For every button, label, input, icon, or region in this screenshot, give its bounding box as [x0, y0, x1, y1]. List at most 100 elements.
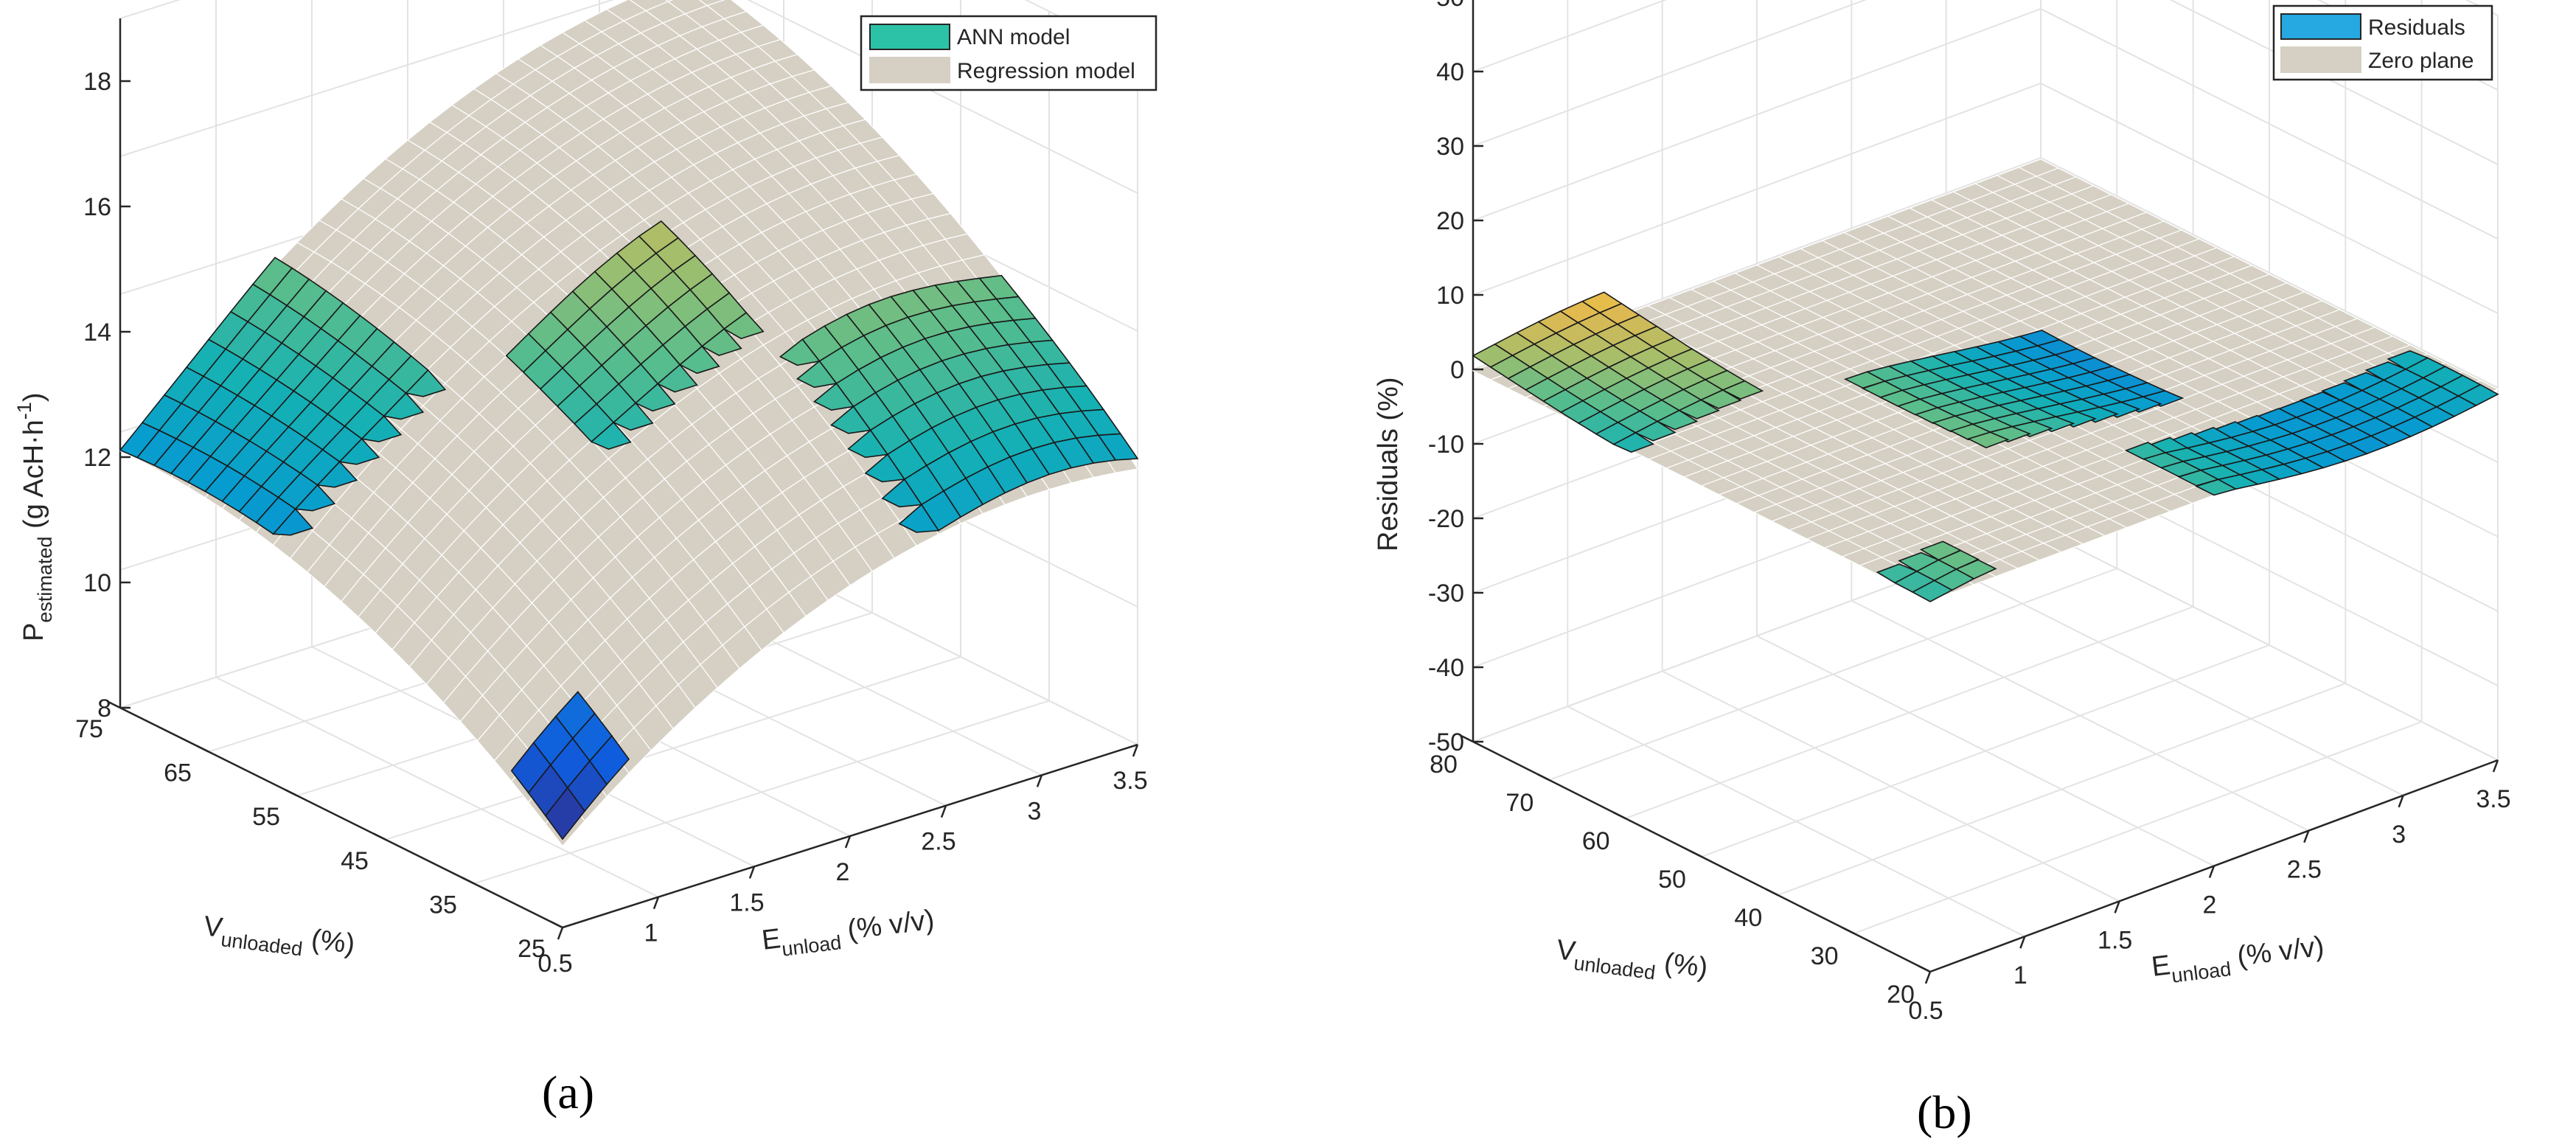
ann-surface-cell	[864, 453, 906, 483]
y-tick-mark	[462, 877, 475, 885]
residual-surface-cell	[1677, 399, 1720, 420]
z-tick-label: 12	[83, 444, 111, 472]
ann-surface-cell	[779, 338, 821, 366]
panel-a-y-axis-label: Vunloaded (%)	[201, 911, 357, 967]
z-tick-label: 20	[1436, 207, 1464, 235]
panel-a-label: (a)	[542, 1066, 594, 1118]
residual-surface-cell	[1966, 431, 2010, 449]
legend-label-zero-plane: Zero plane	[2368, 49, 2474, 73]
panel-a-surfaces	[119, 0, 1139, 847]
panel-b-label: (b)	[1917, 1086, 1972, 1138]
z-tick-label: 50	[1436, 0, 1464, 12]
panel-a-legend: ANN model Regression model	[860, 15, 1158, 91]
grid-line	[119, 0, 615, 157]
z-tick-label: 8	[97, 695, 111, 723]
grid-line	[2040, 157, 2499, 389]
x-tick-label: 3.5	[2476, 785, 2510, 813]
y-tick-mark	[373, 832, 386, 841]
ann-surface-cell	[700, 328, 742, 356]
ann-surface-cell	[813, 382, 855, 411]
grid-line	[1701, 644, 2270, 857]
ann-surface-cell	[338, 438, 380, 465]
panel-a-chart: 0.5 1 1.5 2 2.5 3 3.5 25 35 45 55 65 758 10 12 14 16 18 E…	[13, 0, 1158, 1118]
x-tick-mark	[2019, 936, 2026, 949]
y-tick-mark	[1765, 888, 1778, 897]
grid-line	[1777, 683, 2346, 896]
grid-line	[2040, 529, 2499, 761]
x-tick-mark	[1132, 744, 1139, 757]
ann-surface-cell	[361, 415, 403, 442]
grid-line	[473, 700, 1050, 885]
legend-label-regression-model: Regression model	[957, 59, 1135, 83]
x-tick-mark	[2398, 795, 2404, 808]
x-tick-label: 3.5	[1113, 767, 1147, 795]
ann-surface-cell	[612, 402, 654, 431]
x-tick-label: 3	[2392, 821, 2406, 849]
grid-line	[2169, 0, 2499, 165]
panel-b-z-axis-label: Residuals (%)	[1373, 377, 1404, 551]
z-tick-label: 14	[83, 319, 111, 347]
z-tick-label: -30	[1428, 580, 1464, 608]
panel-b-ticks: 0.5 1 1.5 2 2.5 3 3.5 20 30 40 50 60 70 80-50 -40 -30 -2…	[1428, 0, 2511, 1025]
y-axis-line	[119, 706, 563, 929]
z-tick-label: 0	[1450, 356, 1464, 384]
x-tick-mark	[2303, 830, 2310, 843]
x-tick-label: 1.5	[729, 888, 764, 916]
x-tick-mark	[2114, 900, 2120, 913]
panel-b-y-axis-label: Vunloaded (%)	[1554, 934, 1710, 990]
residual-surface-cell	[2195, 478, 2238, 496]
grid-line	[1853, 721, 2423, 934]
ann-surface-cell	[590, 421, 632, 450]
y-tick-label: 30	[1811, 942, 1839, 970]
grid-line	[385, 655, 961, 841]
y-tick-label: 75	[75, 715, 103, 743]
residual-surface-cell	[1612, 432, 1654, 453]
panel-a-z-axis-label: Pestimated (g AcH·h-1)	[13, 393, 56, 641]
residual-surface-cell	[1911, 580, 1954, 602]
x-tick-mark	[748, 866, 756, 879]
grid-line	[1472, 0, 1867, 147]
z-tick-label: 18	[83, 68, 111, 96]
x-tick-label: 2	[836, 858, 850, 886]
panel-a-ticks: 0.5 1 1.5 2 2.5 3 3.5 25 35 45 55 65 758 10 12 14 16 18	[75, 68, 1148, 978]
y-tick-mark	[285, 789, 298, 797]
y-tick-mark	[1613, 811, 1626, 820]
z-tick-label: -20	[1428, 505, 1464, 533]
grid-line	[1548, 568, 2117, 781]
grid-line	[2040, 83, 2499, 314]
y-tick-label: 50	[1658, 866, 1686, 894]
y-tick-label: 65	[164, 759, 192, 787]
x-tick-mark	[557, 927, 564, 940]
z-tick-label: 16	[83, 193, 111, 221]
ann-surface-cell	[405, 369, 447, 397]
grid-line	[1625, 606, 2194, 819]
panel-b-surfaces	[1472, 159, 2499, 602]
grid-line	[2040, 8, 2499, 240]
legend-swatch-residuals	[2280, 13, 2361, 40]
ann-surface-cell	[383, 392, 425, 420]
y-tick-mark	[1918, 964, 1931, 973]
y-tick-label: 35	[429, 891, 457, 919]
panel-a-x-axis-label: Eunload (% v/v)	[760, 905, 937, 963]
z-tick-label: 10	[83, 569, 111, 597]
y-tick-label: 70	[1505, 789, 1534, 817]
x-tick-mark	[1924, 971, 1932, 984]
x-tick-label: 0.5	[1908, 997, 1943, 1025]
ann-surface-cell	[634, 383, 676, 412]
x-tick-mark	[2492, 759, 2499, 773]
grid-line	[1472, 8, 2041, 221]
y-tick-mark	[1461, 734, 1474, 743]
y-tick-mark	[1689, 849, 1702, 858]
z-tick-label: 40	[1436, 58, 1464, 86]
ann-surface-cell	[544, 787, 586, 841]
y-tick-label: 20	[1887, 981, 1915, 1009]
z-tick-label: -10	[1428, 431, 1464, 459]
ann-surface-cell	[316, 461, 358, 488]
x-tick-mark	[940, 805, 947, 818]
y-tick-mark	[1536, 773, 1550, 782]
z-tick-label: -40	[1428, 654, 1464, 682]
x-tick-mark	[652, 897, 660, 910]
x-tick-label: 2.5	[2287, 856, 2322, 884]
y-tick-label: 25	[518, 935, 546, 963]
